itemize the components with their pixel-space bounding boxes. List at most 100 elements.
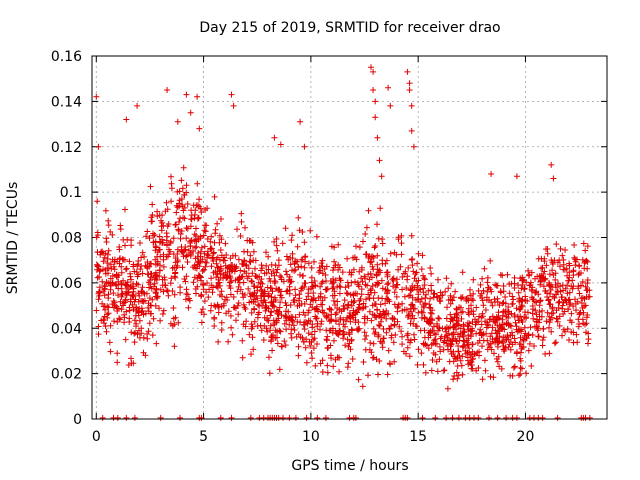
data-point: [319, 297, 326, 304]
data-point: [218, 216, 224, 222]
data-point: [215, 338, 222, 345]
data-point: [345, 283, 352, 289]
data-point: [178, 196, 185, 202]
data-point: [475, 414, 482, 421]
data-point: [322, 414, 329, 421]
data-point: [197, 235, 204, 242]
data-point: [170, 235, 177, 242]
data-point: [371, 244, 378, 251]
data-point: [187, 242, 194, 249]
data-point: [448, 341, 455, 348]
data-point: [391, 301, 398, 308]
data-point: [347, 314, 354, 321]
data-point: [312, 362, 319, 369]
data-point: [390, 275, 397, 282]
data-point: [497, 323, 504, 330]
data-point: [427, 320, 434, 326]
data-point: [278, 274, 285, 281]
data-point: [208, 263, 215, 270]
data-point: [406, 353, 413, 360]
x-tick-label: 0: [92, 429, 101, 445]
data-point: [376, 157, 383, 164]
data-point: [272, 262, 279, 269]
data-point: [226, 263, 233, 270]
data-point: [537, 297, 544, 304]
data-point: [429, 327, 436, 334]
data-point: [164, 206, 171, 213]
data-point: [140, 311, 147, 318]
data-point: [329, 285, 336, 292]
data-point: [425, 287, 432, 294]
data-point: [556, 322, 563, 329]
data-point: [160, 239, 166, 246]
data-point: [562, 247, 569, 253]
data-point: [415, 291, 422, 298]
data-point: [502, 294, 509, 300]
data-point: [529, 303, 536, 309]
data-point: [353, 243, 359, 250]
data-point: [215, 309, 222, 316]
data-point: [448, 280, 455, 287]
data-point: [160, 307, 167, 314]
data-point: [337, 316, 344, 323]
data-point: [539, 342, 546, 349]
data-point: [248, 321, 255, 328]
x-tick-label: 15: [409, 429, 427, 445]
data-point: [384, 296, 391, 303]
data-point: [395, 266, 402, 273]
data-point: [517, 334, 524, 341]
data-point: [224, 264, 231, 271]
data-point: [558, 294, 565, 301]
data-point: [252, 273, 259, 279]
data-point: [452, 322, 459, 329]
data-point: [135, 258, 142, 264]
data-point: [521, 286, 527, 293]
x-tick-label: 10: [302, 429, 320, 445]
data-point: [211, 302, 218, 309]
data-point: [532, 307, 539, 314]
data-point: [197, 274, 204, 281]
data-point: [288, 278, 295, 285]
data-point: [160, 256, 167, 263]
data-point: [569, 285, 576, 292]
data-point: [576, 262, 582, 269]
data-point: [286, 287, 293, 293]
data-point: [282, 225, 289, 232]
data-point: [217, 414, 224, 421]
data-point: [107, 261, 114, 268]
data-point: [522, 297, 529, 304]
data-point: [96, 274, 103, 280]
data-point: [174, 118, 181, 125]
data-point: [413, 278, 420, 285]
y-tick-label: 0.08: [51, 231, 82, 247]
data-point: [138, 254, 145, 261]
data-point: [297, 271, 303, 278]
data-point: [453, 338, 460, 345]
data-point: [183, 91, 190, 98]
data-point: [131, 317, 138, 324]
data-point: [486, 414, 492, 421]
data-point: [125, 362, 132, 368]
data-point: [146, 284, 152, 291]
data-point: [343, 318, 349, 325]
data-point: [329, 292, 336, 299]
data-point: [459, 308, 466, 315]
data-point: [190, 264, 197, 271]
data-point: [176, 219, 182, 225]
y-tick-label: 0.06: [51, 276, 82, 292]
data-point: [177, 284, 184, 291]
data-point: [187, 223, 194, 230]
data-point: [503, 308, 509, 315]
data-point: [114, 350, 121, 357]
data-point: [367, 258, 374, 265]
data-point: [372, 301, 379, 307]
data-point: [301, 264, 308, 271]
data-point: [118, 280, 125, 287]
data-point: [458, 295, 465, 302]
data-point: [553, 307, 560, 314]
data-point: [229, 252, 236, 259]
data-point: [271, 134, 278, 141]
data-point: [209, 254, 216, 261]
data-point: [295, 352, 302, 359]
data-point: [519, 296, 526, 303]
